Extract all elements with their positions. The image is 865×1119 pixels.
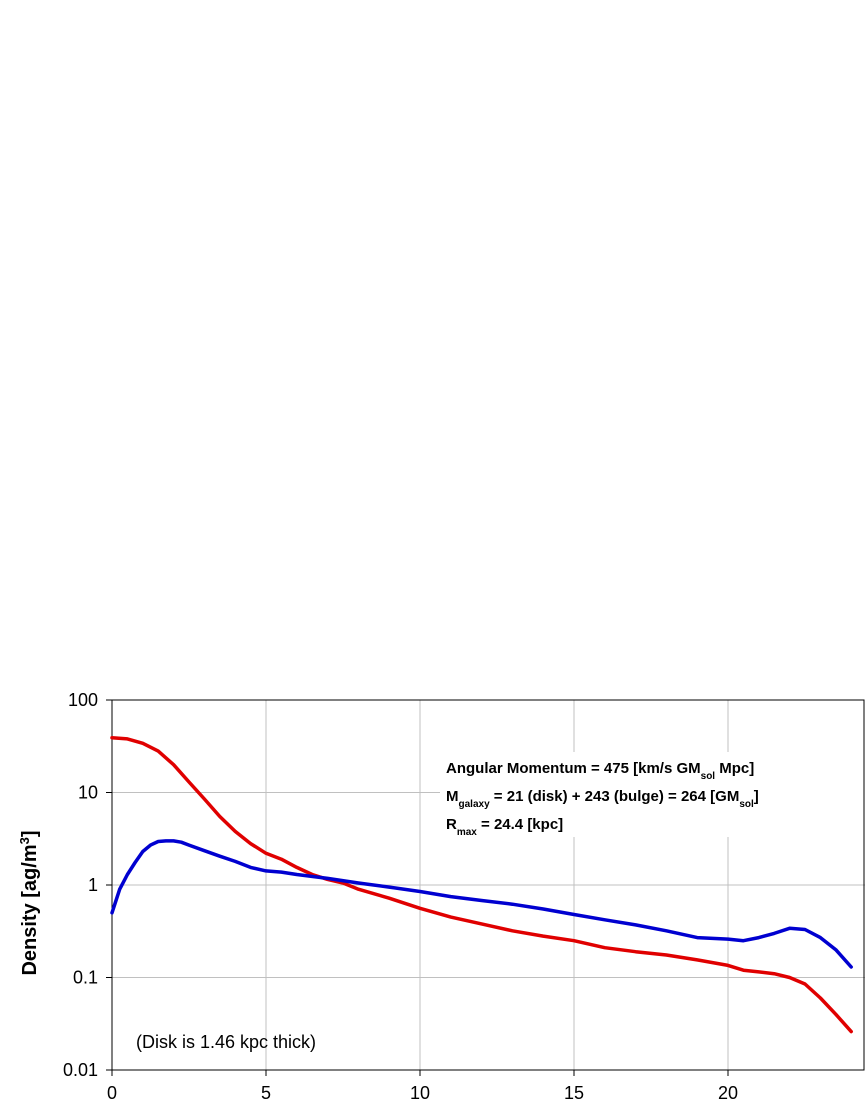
x-tick-label: 10 (410, 1083, 430, 1103)
disk-thickness-note: (Disk is 1.46 kpc thick) (136, 1032, 316, 1052)
galaxy-mass-annotation: Mgalaxy = 21 (disk) + 243 (bulge) = 264 … (446, 788, 759, 810)
x-tick-label: 0 (107, 1083, 117, 1103)
annotation-background (440, 752, 865, 837)
y-tick-label: 100 (68, 690, 98, 710)
series-line-1 (110, 736, 853, 1034)
angular-momentum-annotation: Angular Momentum = 475 [km/s GMsol Mpc] (446, 760, 754, 782)
y-axis-label: Density [ag/m3] (17, 830, 42, 975)
series-layer (110, 736, 853, 1034)
y-tick-label: 0.1 (73, 968, 98, 988)
y-tick-label: 1 (88, 875, 98, 895)
series-line-2 (110, 839, 853, 969)
x-tick-label: 20 (718, 1083, 738, 1103)
x-tick-label: 5 (261, 1083, 271, 1103)
y-tick-label: 10 (78, 783, 98, 803)
y-tick-label: 0.01 (63, 1060, 98, 1080)
x-tick-label: 15 (564, 1083, 584, 1103)
grid (112, 700, 865, 1070)
ticks: 0 5 10 15 20 0.01 0.1 1 10 100 (63, 690, 738, 1103)
rmax-annotation: Rmax = 24.4 [kpc] (446, 816, 563, 838)
